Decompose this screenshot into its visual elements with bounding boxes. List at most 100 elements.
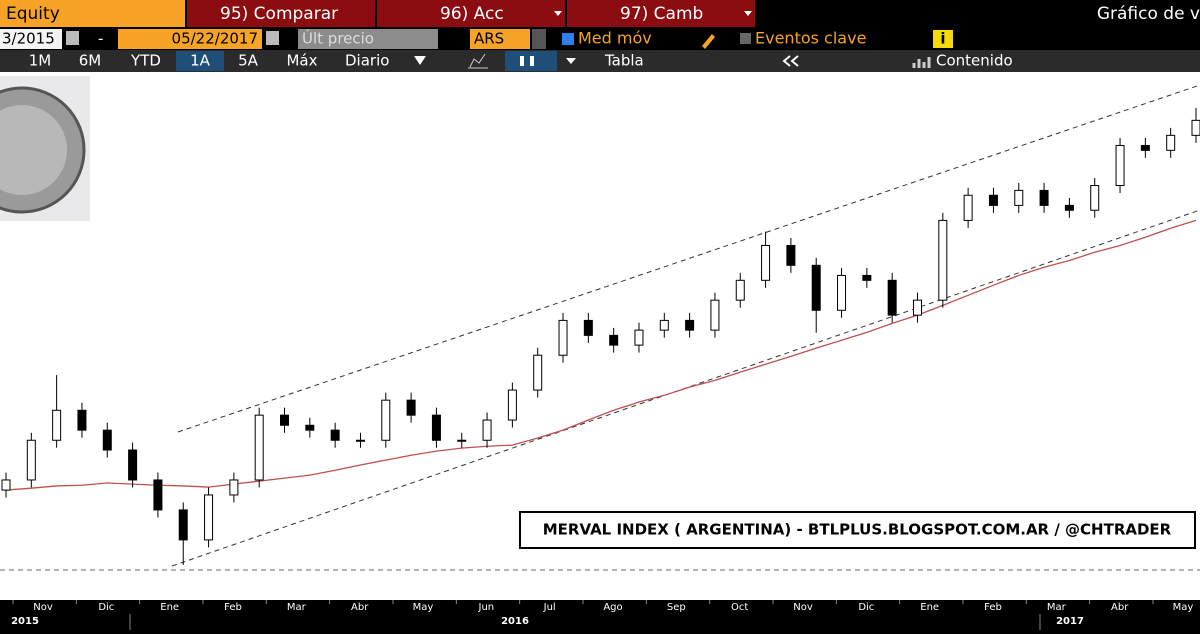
candle-body [305, 424, 315, 431]
candle-body [1, 479, 11, 491]
checkbox[interactable] [562, 33, 574, 45]
line-icon[interactable] [468, 53, 488, 69]
candle-body [457, 439, 467, 442]
candle-body [887, 279, 897, 316]
moving-average [5, 219, 1197, 491]
candle-body [153, 479, 163, 511]
candle-body [786, 244, 796, 266]
content-icon [912, 57, 931, 68]
right-title: Gráfico de v [1097, 4, 1200, 24]
start-date: 3/2015 [2, 30, 55, 48]
dropdown[interactable] [532, 29, 546, 49]
candle-body [254, 414, 264, 481]
field-box[interactable] [298, 29, 438, 49]
x-tick-label: Abr [351, 602, 369, 613]
candle-body [963, 194, 973, 221]
x-tick-label: Feb [224, 602, 242, 613]
events: Eventos clave [755, 29, 866, 48]
candle-body [583, 319, 593, 336]
candle-body [178, 509, 188, 541]
candle-body [761, 244, 771, 281]
date-box[interactable] [118, 29, 262, 49]
dash: - [98, 30, 103, 48]
candle-body [431, 414, 441, 441]
candle-body [280, 414, 290, 426]
candle-body [862, 274, 872, 281]
candle-body [988, 194, 998, 206]
candle-body [26, 439, 36, 481]
period[interactable]: 1A [190, 52, 211, 70]
x-tick-label: Oct [731, 602, 748, 613]
candle-body [710, 299, 720, 331]
button-label: 97) Camb [620, 4, 703, 24]
calendar-icon[interactable] [66, 31, 79, 45]
period[interactable]: YTD [130, 52, 161, 70]
checkbox[interactable] [740, 33, 751, 44]
candle-body [735, 279, 745, 301]
year-label: 2016 [501, 616, 529, 627]
period[interactable]: 5A [238, 52, 259, 70]
dropdown-arrow [566, 58, 576, 64]
candle-body [1166, 134, 1176, 151]
period[interactable]: Máx [286, 52, 317, 70]
button-label: 95) Comparar [220, 4, 338, 24]
x-tick-label: Dic [98, 602, 114, 613]
calendar-icon[interactable] [266, 31, 279, 45]
x-tick-label: Sep [667, 602, 686, 613]
x-tick-label: Mar [287, 602, 307, 613]
candle-body [330, 429, 340, 441]
x-tick-label: Mar [1047, 602, 1067, 613]
button[interactable] [187, 0, 375, 27]
security-box[interactable] [0, 0, 185, 27]
candle-body [1115, 144, 1125, 187]
button[interactable] [567, 0, 755, 27]
candle-body [406, 399, 416, 416]
x-axis-band [0, 600, 1200, 630]
chart-title: MERVAL INDEX ( ARGENTINA) - BTLPLUS.BLOG… [543, 521, 1172, 539]
candle-body [1064, 204, 1074, 211]
collapse-icon[interactable] [782, 55, 799, 67]
content[interactable]: Contenido [936, 52, 1013, 70]
table[interactable]: Tabla [604, 52, 644, 70]
x-tick-label: Jun [478, 602, 495, 613]
candle-body [1039, 189, 1049, 206]
security: Equity [6, 4, 60, 24]
candle-body [1140, 144, 1150, 151]
x-tick-label: Nov [33, 602, 53, 613]
candle-body [381, 399, 391, 441]
x-tick-label: Abr [1111, 602, 1129, 613]
info: i [940, 30, 945, 48]
candle-body [1090, 185, 1100, 211]
candle-body [634, 329, 644, 346]
candle-body [102, 429, 112, 451]
candle-body [204, 494, 214, 541]
x-tick-label: Dic [858, 602, 874, 613]
pencil-icon[interactable] [702, 34, 715, 49]
info-box[interactable] [933, 30, 953, 48]
period[interactable]: 1M [29, 52, 52, 70]
candle-body [507, 389, 517, 421]
candle-body [77, 409, 87, 431]
title-box [519, 511, 1196, 549]
x-tick-label: May [1173, 602, 1194, 613]
coin-center [0, 105, 67, 195]
x-tick-label: Jul [543, 602, 556, 613]
x-tick-label: May [413, 602, 434, 613]
candle-body [811, 264, 821, 311]
candle-body [912, 299, 922, 316]
candle-body [482, 419, 492, 441]
date-box[interactable] [0, 29, 62, 49]
button[interactable] [377, 0, 565, 27]
x-tick-label: Feb [984, 602, 1002, 613]
period-active [176, 51, 224, 71]
currency-box[interactable] [470, 29, 530, 49]
frequency[interactable]: Diario [345, 52, 389, 70]
currency: ARS [474, 30, 504, 48]
moving-avg: Med móv [578, 29, 652, 48]
toolbar-row [0, 50, 1200, 72]
x-tick-label: Ene [920, 602, 939, 613]
candle-body [229, 479, 239, 496]
candle-body [837, 274, 847, 311]
candle-icon [520, 56, 534, 66]
period[interactable]: 6M [79, 52, 102, 70]
